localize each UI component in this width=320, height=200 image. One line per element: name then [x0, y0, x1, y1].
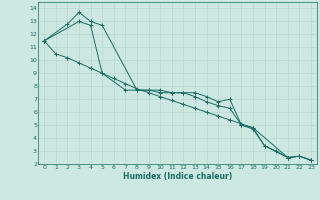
- X-axis label: Humidex (Indice chaleur): Humidex (Indice chaleur): [123, 172, 232, 181]
